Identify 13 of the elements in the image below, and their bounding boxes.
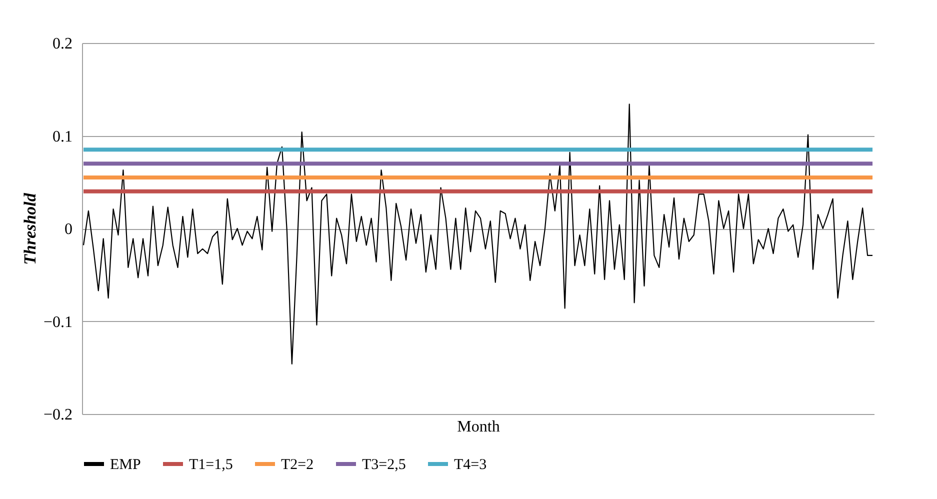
legend-label: EMP: [110, 457, 141, 473]
y-tick-label: 0: [64, 221, 72, 238]
line-series: [82, 104, 874, 364]
legend-label: T1=1,5: [189, 457, 233, 473]
y-tick-label: 0.2: [52, 36, 72, 52]
legend-label: T3=2,5: [362, 457, 406, 473]
y-axis-title: Threshold: [20, 192, 40, 265]
x-axis-title: Month: [457, 418, 500, 436]
y-tick-label: −0.1: [43, 314, 72, 331]
y-tick-label: 0.1: [52, 128, 72, 146]
legend-label: T2=2: [281, 457, 314, 473]
legend-label: T4=3: [454, 457, 487, 473]
y-tick-label: −0.2: [43, 406, 72, 424]
